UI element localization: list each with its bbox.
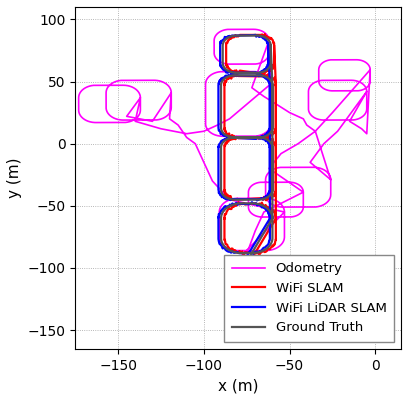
Odometry bbox=[220, 69, 225, 74]
Line: WiFi SLAM: WiFi SLAM bbox=[224, 34, 276, 261]
Ground Truth bbox=[228, 69, 233, 74]
Odometry bbox=[244, 259, 249, 264]
Ground Truth bbox=[219, 237, 224, 242]
WiFi LiDAR SLAM bbox=[222, 68, 226, 72]
WiFi SLAM bbox=[272, 44, 277, 48]
Odometry bbox=[251, 27, 256, 32]
Ground Truth bbox=[225, 74, 230, 79]
Line: Ground Truth: Ground Truth bbox=[221, 36, 273, 262]
WiFi SLAM bbox=[222, 237, 227, 242]
WiFi SLAM bbox=[229, 76, 234, 81]
Line: WiFi LiDAR SLAM: WiFi LiDAR SLAM bbox=[218, 35, 270, 261]
Ground Truth bbox=[269, 240, 274, 245]
Ground Truth bbox=[255, 33, 259, 38]
WiFi LiDAR SLAM bbox=[266, 240, 271, 245]
WiFi SLAM bbox=[262, 32, 267, 36]
WiFi LiDAR SLAM bbox=[223, 74, 228, 78]
Odometry bbox=[268, 80, 273, 85]
WiFi LiDAR SLAM bbox=[266, 43, 271, 48]
Ground Truth bbox=[224, 68, 229, 72]
Ground Truth bbox=[268, 43, 273, 48]
Ground Truth bbox=[252, 201, 257, 206]
Y-axis label: y (m): y (m) bbox=[7, 158, 22, 198]
WiFi SLAM bbox=[272, 242, 277, 247]
WiFi SLAM bbox=[248, 259, 253, 264]
Odometry bbox=[279, 151, 284, 156]
Legend: Odometry, WiFi SLAM, WiFi LiDAR SLAM, Ground Truth: Odometry, WiFi SLAM, WiFi LiDAR SLAM, Gr… bbox=[224, 254, 395, 342]
WiFi SLAM bbox=[255, 202, 260, 207]
Ground Truth bbox=[244, 259, 249, 264]
WiFi LiDAR SLAM bbox=[216, 237, 221, 242]
Odometry bbox=[204, 126, 209, 131]
X-axis label: x (m): x (m) bbox=[218, 378, 258, 393]
Line: Odometry: Odometry bbox=[79, 29, 370, 262]
WiFi SLAM bbox=[231, 69, 236, 74]
WiFi LiDAR SLAM bbox=[253, 32, 258, 37]
Odometry bbox=[244, 259, 249, 264]
WiFi LiDAR SLAM bbox=[242, 258, 246, 263]
WiFi LiDAR SLAM bbox=[250, 200, 255, 205]
WiFi SLAM bbox=[228, 67, 233, 72]
Odometry bbox=[306, 89, 311, 94]
Odometry bbox=[317, 78, 322, 83]
WiFi LiDAR SLAM bbox=[225, 70, 230, 75]
